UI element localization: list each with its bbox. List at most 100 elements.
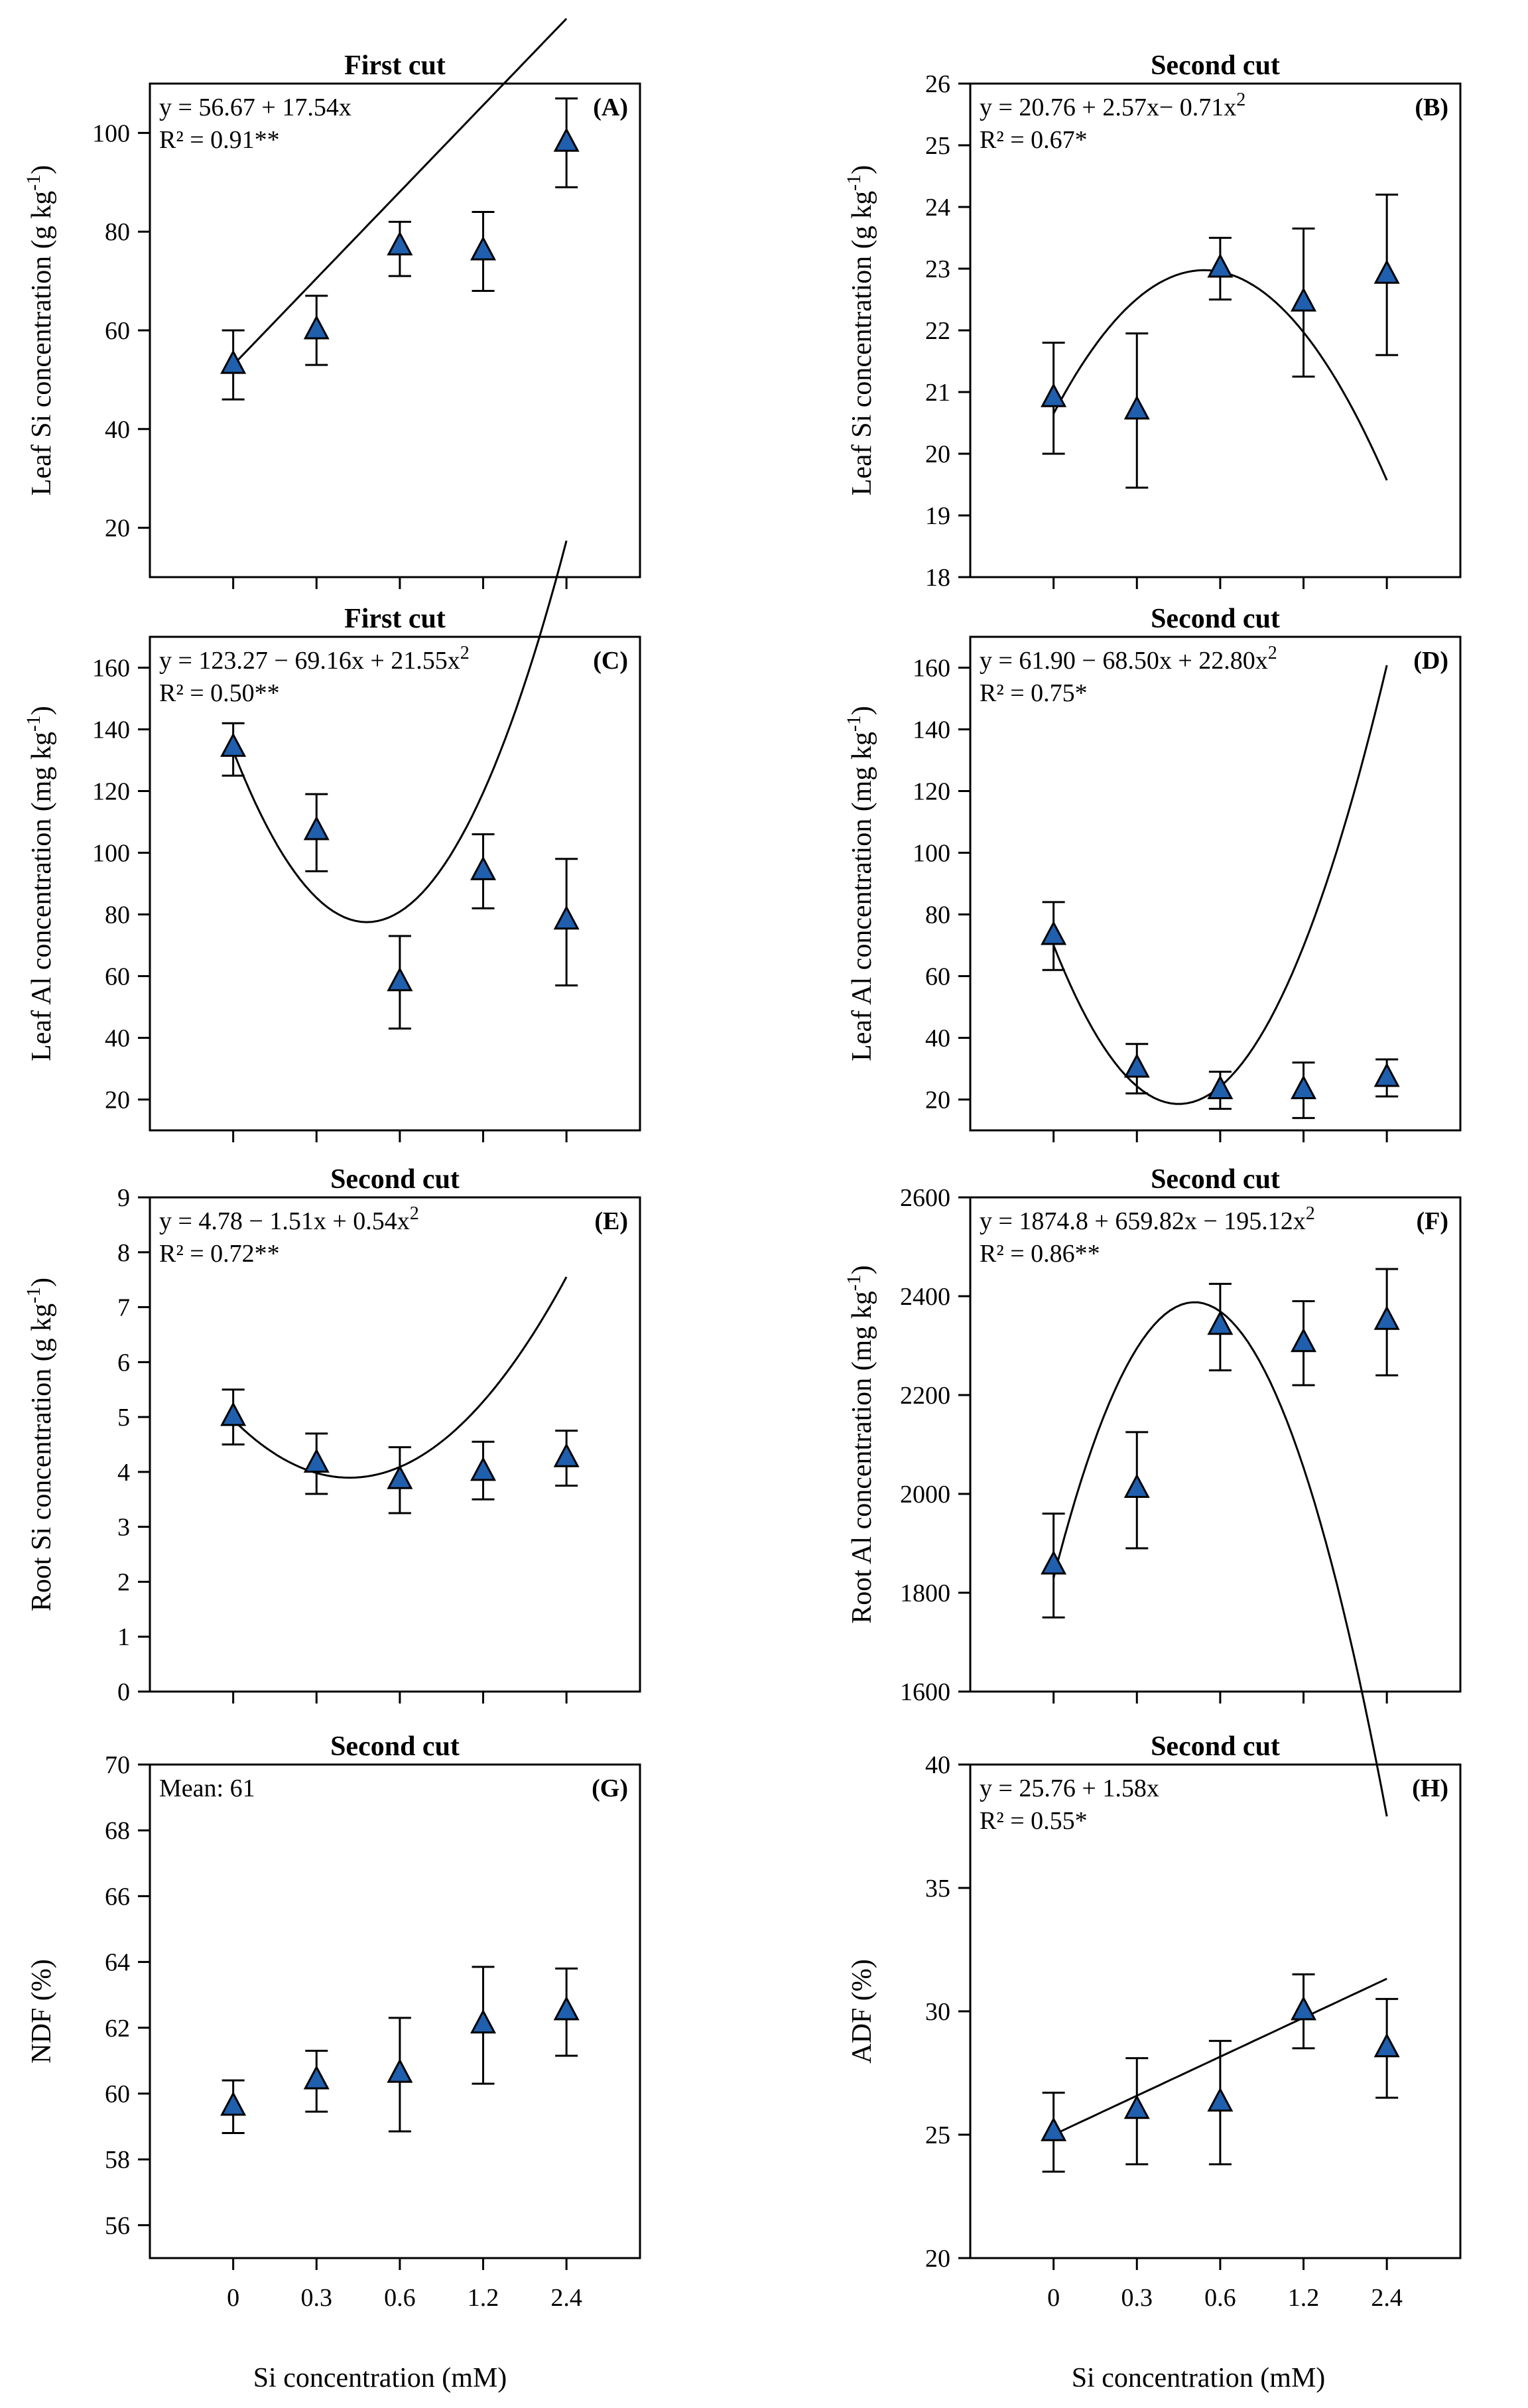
y-tick-label: 0 <box>117 1678 130 1706</box>
equation-exponent: 2 <box>1306 1203 1315 1224</box>
data-point-marker <box>1123 2094 1150 2119</box>
plot-frame <box>969 1196 1462 1693</box>
data-point-marker <box>470 2009 497 2034</box>
y-tick-label: 20 <box>925 440 950 468</box>
y-axis-label-exponent: -1 <box>843 1274 865 1291</box>
y-axis-label-tail: ) <box>847 165 877 174</box>
x-tick-label: 0.3 <box>1121 2284 1153 2312</box>
x-axis-label-right: Si concentration (mM) <box>1072 2363 1326 2393</box>
y-tick-label: 19 <box>925 502 950 530</box>
data-point-marker <box>1041 920 1067 945</box>
r-squared: R² = 0.86** <box>980 1240 1100 1268</box>
y-tick-label: 80 <box>105 218 130 246</box>
y-tick-label: 160 <box>913 655 950 683</box>
chart-panel-b: Second cut (B) y = 20.76 + 2.57x− 0.71x2 R²… <box>843 50 1462 592</box>
y-tick-label: 21 <box>925 379 950 407</box>
x-tick-label: 1.2 <box>468 2284 499 2312</box>
y-tick-label: 3 <box>117 1514 130 1542</box>
data-point-marker <box>1207 1310 1234 1335</box>
y-tick-label: 24 <box>925 194 950 222</box>
data-point-marker <box>220 2091 247 2116</box>
data-point-marker <box>553 1995 580 2021</box>
y-tick-label: 40 <box>105 416 130 444</box>
r-squared: R² = 0.55* <box>980 1807 1088 1835</box>
y-axis-label-text: Leaf Al concentration (mg kg <box>27 732 57 1061</box>
equation-text: y = 20.76 + 2.57x− 0.71x <box>980 94 1236 121</box>
equation-text: y = 1874.8 + 659.82x − 195.12x <box>980 1207 1306 1235</box>
panel-label: (H) <box>1412 1774 1448 1802</box>
data-point-marker <box>303 314 330 340</box>
fit-curve <box>232 540 568 923</box>
y-tick-label: 68 <box>105 1817 130 1845</box>
data-point-marker <box>470 856 497 880</box>
panel-label: (E) <box>594 1207 628 1235</box>
data-point-marker <box>303 1448 330 1473</box>
y-axis-label-text: Root Al concentration (mg kg <box>847 1291 877 1624</box>
y-axis-label-text: Leaf Si concentration (g kg <box>847 191 877 496</box>
y-axis-label-exponent: -1 <box>23 715 44 732</box>
y-tick-label: 26 <box>925 70 950 98</box>
panel-title: Second cut <box>1151 604 1280 634</box>
data-point-marker <box>1041 383 1067 407</box>
y-axis-label: Root Si concentration (g kg-1) <box>23 1278 58 1611</box>
chart-panel-a: First cut (A) y = 56.67 + 17.54x R² = 0.91*… <box>23 18 641 589</box>
y-axis-label-text: NDF (%) <box>27 1959 57 2063</box>
y-tick-label: 35 <box>925 1875 950 1903</box>
data-point-marker <box>1291 1327 1317 1353</box>
y-tick-label: 100 <box>913 840 950 868</box>
chart-panel-d: Second cut (D) y = 61.90 − 68.50x + 22.80x… <box>843 604 1462 1142</box>
r-squared: R² = 0.50** <box>159 679 280 707</box>
data-point-marker <box>387 1465 413 1489</box>
chart-panel-f: Second cut (F) y = 1874.8 + 659.82x − 195.… <box>843 1164 1462 1817</box>
y-tick-label: 60 <box>925 963 950 991</box>
data-point-marker <box>1373 259 1400 284</box>
y-tick-label: 1800 <box>900 1579 950 1607</box>
panel-label: (F) <box>1416 1207 1448 1235</box>
y-axis-label-exponent: -1 <box>23 1287 44 1304</box>
data-point-marker <box>1373 2033 1400 2058</box>
r-squared: R² = 0.75* <box>980 679 1088 707</box>
data-point-marker <box>1291 1075 1317 1100</box>
equation-text: y = 25.76 + 1.58x <box>980 1774 1159 1802</box>
x-tick-label: 2.4 <box>1371 2284 1403 2312</box>
panel-title: Second cut <box>330 1164 460 1195</box>
x-tick-label: 0 <box>1047 2284 1060 2312</box>
y-tick-label: 40 <box>925 1751 950 1779</box>
y-tick-label: 100 <box>92 119 130 147</box>
y-tick-label: 2200 <box>900 1382 950 1410</box>
equation-exponent: 2 <box>410 1203 419 1224</box>
equation-text: Mean: 61 <box>159 1774 255 1802</box>
r-squared: R² = 0.67* <box>980 126 1088 154</box>
y-tick-label: 60 <box>105 2080 130 2108</box>
data-point-marker <box>1123 395 1150 420</box>
fit-curve <box>1052 269 1388 481</box>
y-tick-label: 80 <box>925 902 950 929</box>
data-point-marker <box>1041 2117 1067 2141</box>
plot-frame <box>149 1763 641 2259</box>
y-tick-label: 160 <box>92 655 130 683</box>
y-tick-label: 120 <box>92 778 130 806</box>
y-tick-label: 100 <box>92 840 130 868</box>
y-axis-label-text: Leaf Si concentration (g kg <box>27 191 57 496</box>
y-tick-label: 2400 <box>900 1283 950 1311</box>
plot-frame <box>969 635 1462 1132</box>
data-point-marker <box>1123 1473 1150 1499</box>
x-tick-label: 0.6 <box>1204 2284 1236 2312</box>
equation-text: y = 4.78 − 1.51x + 0.54x <box>159 1207 410 1235</box>
regression-equation: y = 4.78 − 1.51x + 0.54x2 <box>159 1203 419 1236</box>
y-tick-label: 120 <box>913 778 950 806</box>
y-tick-label: 25 <box>925 2121 950 2149</box>
fit-curve <box>1052 665 1388 1105</box>
equation-exponent: 2 <box>1236 90 1245 110</box>
panel-label: (A) <box>593 94 628 121</box>
y-tick-label: 9 <box>117 1184 130 1212</box>
data-point-marker <box>1207 1075 1234 1100</box>
regression-equation: Mean: 61 <box>159 1774 255 1802</box>
plot-frame <box>149 635 641 1132</box>
y-axis-label: ADF (%) <box>847 1959 877 2063</box>
x-axis-label-left: Si concentration (mM) <box>253 2363 507 2393</box>
y-axis-label: Leaf Si concentration (g kg-1) <box>843 165 878 496</box>
y-tick-label: 1600 <box>900 1678 950 1706</box>
data-point-marker <box>1291 1995 1317 2021</box>
